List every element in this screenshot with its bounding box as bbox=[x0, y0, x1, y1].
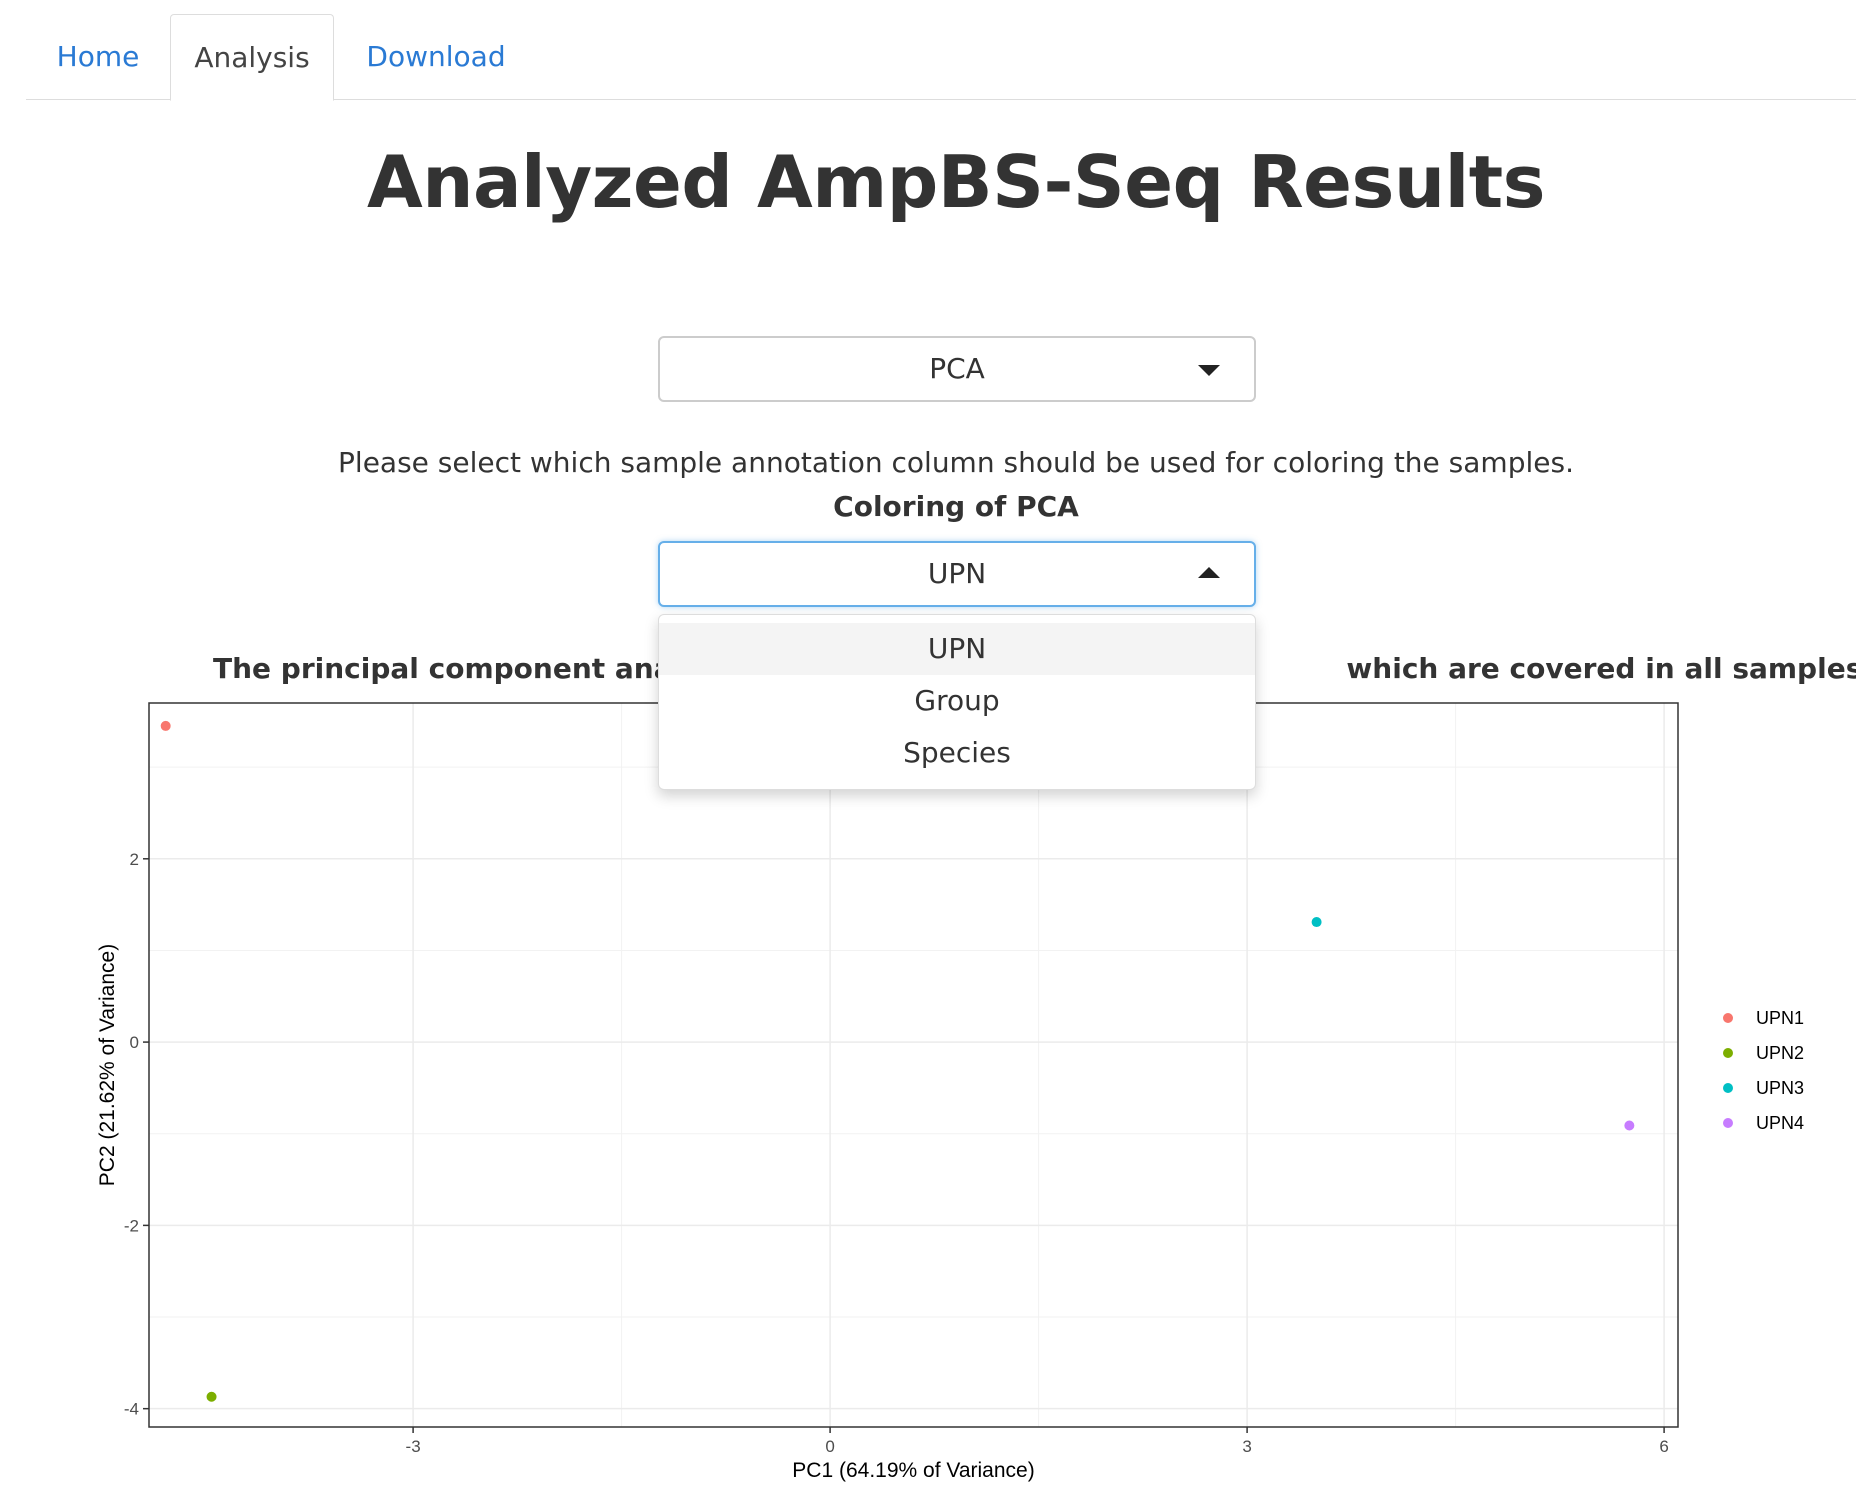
legend-label-upn1: UPN1 bbox=[1756, 1008, 1804, 1028]
pca-caption-right: which are covered in all samples: bbox=[1346, 652, 1856, 685]
legend-label-upn4: UPN4 bbox=[1756, 1113, 1804, 1133]
y-axis-title: PC2 (21.62% of Variance) bbox=[96, 944, 119, 1186]
data-point-upn2 bbox=[206, 1391, 217, 1402]
pca-caption-left: The principal component analysis bbox=[213, 652, 744, 685]
dropdown-option-group[interactable]: Group bbox=[914, 684, 1000, 717]
tab-home[interactable]: Home bbox=[56, 40, 140, 73]
legend-marker-upn3 bbox=[1723, 1083, 1733, 1093]
y-tick-label: 0 bbox=[130, 1033, 139, 1052]
dropdown-option-upn[interactable]: UPN bbox=[659, 623, 1255, 675]
y-tick-label: 2 bbox=[130, 850, 139, 869]
x-tick-label: 6 bbox=[1659, 1437, 1668, 1456]
y-tick-label: -2 bbox=[124, 1216, 139, 1235]
page-title: Analyzed AmpBS-Seq Results bbox=[366, 140, 1546, 224]
legend-marker-upn2 bbox=[1723, 1048, 1733, 1058]
coloring-select[interactable]: UPN bbox=[658, 541, 1256, 607]
tab-analysis[interactable]: Analysis bbox=[170, 14, 334, 101]
coloring-label: Coloring of PCA bbox=[833, 490, 1079, 523]
analysis-type-select[interactable]: PCA bbox=[658, 336, 1256, 402]
x-tick-label: -3 bbox=[406, 1437, 421, 1456]
legend-label-upn2: UPN2 bbox=[1756, 1043, 1804, 1063]
y-tick-label: -4 bbox=[124, 1400, 139, 1419]
legend-marker-upn4 bbox=[1723, 1118, 1733, 1128]
pca-caption: The principal component analysis which ar… bbox=[213, 652, 1856, 685]
data-point-upn1 bbox=[160, 720, 171, 731]
legend-marker-upn1 bbox=[1723, 1013, 1733, 1023]
chevron-up-icon bbox=[1198, 567, 1220, 578]
analysis-type-value: PCA bbox=[929, 352, 985, 385]
dropdown-option-species[interactable]: Species bbox=[903, 736, 1011, 769]
coloring-select-value: UPN bbox=[927, 557, 987, 590]
legend-label-upn3: UPN3 bbox=[1756, 1078, 1804, 1098]
chevron-down-icon bbox=[1198, 365, 1220, 376]
coloring-instructions: Please select which sample annotation co… bbox=[338, 446, 1574, 479]
coloring-dropdown-menu: UPN Group Species bbox=[658, 614, 1256, 790]
data-point-upn3 bbox=[1311, 917, 1322, 928]
plot-panel bbox=[149, 703, 1678, 1427]
x-tick-label: 3 bbox=[1242, 1437, 1251, 1456]
tab-download[interactable]: Download bbox=[366, 40, 506, 73]
data-point-upn4 bbox=[1624, 1120, 1635, 1131]
tab-bar: Home Analysis Download bbox=[26, 14, 1856, 101]
x-axis-title: PC1 (64.19% of Variance) bbox=[792, 1459, 1034, 1482]
x-tick-label: 0 bbox=[825, 1437, 834, 1456]
